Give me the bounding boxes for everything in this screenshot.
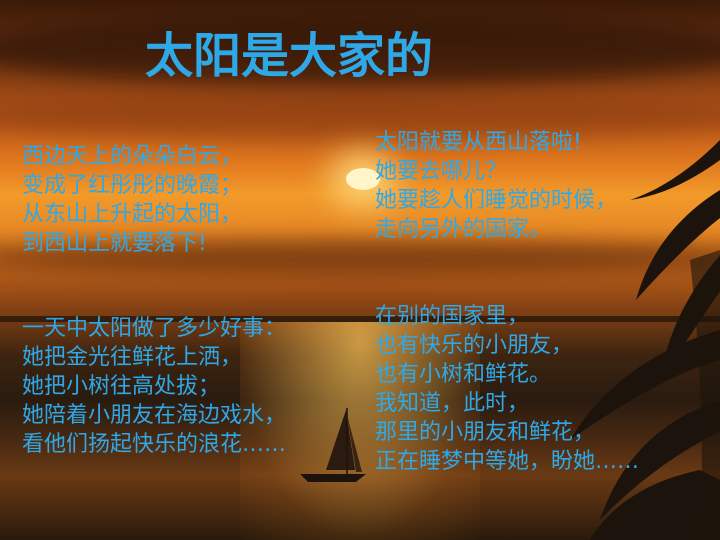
poem-line: 她把金光往鲜花上洒， [22,345,243,370]
stanza-left-2: 一天中太阳做了多少好事： 她把金光往鲜花上洒， 她把小树往高处拔； 她陪着小朋友… [22,314,286,459]
setting-sun [346,168,380,190]
slide-title: 太阳是大家的 [145,28,434,84]
poem-line: 也有小树和鲜花。 [375,362,552,387]
stanza-right-2: 在别的国家里， 也有快乐的小朋友， 也有小树和鲜花。 我知道，此时， 那里的小朋… [375,302,639,476]
poem-line: 从东山上升起的太阳， [22,202,243,227]
stanza-right-1: 太阳就要从西山落啦! 她要去哪儿？ 她要趁人们睡觉的时候， 走向另外的国家。 [375,128,617,244]
poem-line: 那里的小朋友和鲜花， [375,420,596,445]
poem-line: 西边天上的朵朵白云， [22,144,243,169]
poem-line: 一天中太阳做了多少好事： [22,316,287,341]
poem-line: 我知道，此时， [375,391,530,416]
poem-line: 也有快乐的小朋友， [375,333,574,358]
sea-reflection [240,322,480,540]
poem-line: 她要趁人们睡觉的时候， [375,188,618,213]
low-cloud-band [0,240,720,274]
poem-line: 太阳就要从西山落啦! [375,130,582,155]
poem-line: 看他们扬起快乐的浪花…… [22,432,287,457]
poem-line: 变成了红彤彤的晚霞； [22,173,243,198]
poem-line: 正在睡梦中等她，盼她…… [375,449,640,474]
stanza-left-1: 西边天上的朵朵白云， 变成了红彤彤的晚霞； 从东山上升起的太阳， 到西山上就要落… [22,142,242,258]
poem-line: 她把小树往高处拔； [22,374,221,399]
glowing-cloud-band [0,95,720,140]
poem-line: 到西山上就要落下! [22,231,207,256]
poem-line: 她陪着小朋友在海边戏水， [22,403,287,428]
horizon-line [0,316,720,322]
dark-cloud-band [0,15,720,85]
sailboat [300,408,366,482]
palm-tree-silhouette [570,140,720,540]
poem-line: 在别的国家里， [375,304,530,329]
poem-line: 走向另外的国家。 [375,217,552,242]
poem-line: 她要去哪儿？ [375,159,508,184]
